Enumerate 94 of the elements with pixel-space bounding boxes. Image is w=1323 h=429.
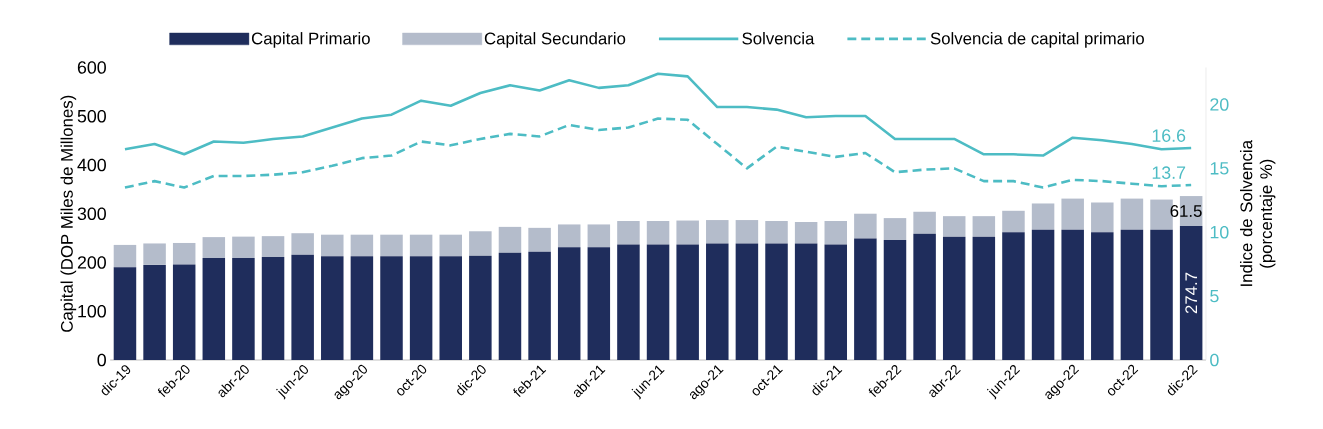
bar	[409, 255, 433, 360]
legend-label: Capital Secundario	[484, 31, 626, 48]
bar	[528, 227, 551, 252]
bar	[794, 243, 818, 360]
bar	[202, 236, 226, 258]
bar	[706, 219, 729, 244]
bar	[439, 255, 462, 360]
y-axis-title: Capital (DOP Miles de Millones)	[60, 95, 77, 332]
bar	[913, 233, 936, 360]
bar	[1091, 232, 1114, 360]
bar	[1061, 229, 1084, 360]
data-label: 16.6	[1152, 129, 1186, 142]
y-tick-label: 200	[77, 255, 106, 269]
bar	[942, 215, 966, 237]
bar	[380, 255, 403, 360]
bar	[676, 244, 699, 360]
bar	[528, 251, 551, 360]
bar	[1002, 232, 1025, 360]
bar	[587, 247, 611, 360]
bar	[113, 244, 137, 268]
bar	[143, 243, 166, 265]
bar	[942, 236, 966, 360]
bar	[765, 220, 788, 244]
bar	[380, 234, 403, 256]
legend-label: Solvencia	[742, 31, 815, 45]
bar	[261, 235, 285, 257]
bar	[291, 233, 314, 255]
y2-tick-label: 0	[1210, 353, 1219, 367]
bar	[1091, 202, 1114, 233]
bar	[1150, 229, 1173, 360]
bar	[646, 220, 670, 245]
bar	[854, 213, 877, 239]
bar	[735, 219, 759, 244]
y-tick-label: 0	[97, 353, 106, 367]
bar	[113, 267, 137, 360]
y2-axis-title: Indice de Solvencia (porcentaje %)	[1239, 139, 1276, 286]
bar	[646, 244, 670, 360]
bar	[172, 264, 196, 360]
bar	[824, 244, 848, 360]
data-label: 13.7	[1152, 166, 1186, 179]
y-tick-label: 300	[77, 207, 106, 220]
bar	[172, 242, 196, 265]
bar	[1120, 229, 1144, 360]
bar	[883, 239, 907, 360]
y2-tick-label: 20	[1210, 97, 1229, 111]
bar	[232, 236, 255, 258]
bar	[794, 221, 818, 244]
y-tick-label: 400	[77, 158, 106, 172]
data-label: 61.5	[1170, 204, 1202, 217]
bar	[735, 243, 759, 360]
y2-tick-label: 10	[1210, 225, 1229, 239]
bar	[617, 220, 640, 245]
bar	[469, 255, 492, 360]
bar	[824, 220, 848, 245]
bar	[706, 243, 729, 360]
bar	[557, 247, 581, 360]
bar	[1061, 198, 1084, 230]
bar	[321, 234, 344, 256]
legend-label: Solvencia de capital primario	[930, 31, 1144, 48]
bar	[765, 243, 788, 360]
bar	[202, 257, 226, 360]
bar	[1031, 229, 1055, 360]
bar	[617, 244, 640, 360]
bar	[321, 255, 344, 360]
bar	[291, 254, 314, 360]
bar	[1179, 225, 1203, 360]
bar	[1120, 198, 1144, 230]
bar	[469, 231, 492, 256]
bar	[972, 236, 996, 360]
bar	[439, 234, 462, 256]
y-tick-label: 600	[77, 60, 106, 74]
bar	[587, 224, 611, 248]
y2-tick-label: 5	[1210, 289, 1219, 303]
data-label: 274.7	[1185, 272, 1198, 313]
y2-tick-label: 15	[1210, 161, 1229, 175]
bar	[557, 224, 581, 248]
bar	[676, 220, 699, 245]
bar	[143, 264, 166, 360]
bar	[261, 256, 285, 360]
legend-label: Capital Primario	[251, 31, 370, 48]
bar	[913, 211, 936, 234]
bar	[350, 234, 374, 256]
bar	[498, 252, 522, 360]
bar	[409, 234, 433, 256]
y-tick-label: 100	[78, 304, 106, 318]
bar	[350, 255, 374, 360]
bar	[1031, 203, 1055, 230]
bar	[972, 215, 996, 237]
y-tick-label: 500	[77, 109, 106, 123]
bar	[232, 257, 255, 360]
bar	[1002, 210, 1025, 233]
bar	[498, 226, 522, 253]
bar	[854, 238, 877, 360]
bar	[883, 217, 907, 240]
